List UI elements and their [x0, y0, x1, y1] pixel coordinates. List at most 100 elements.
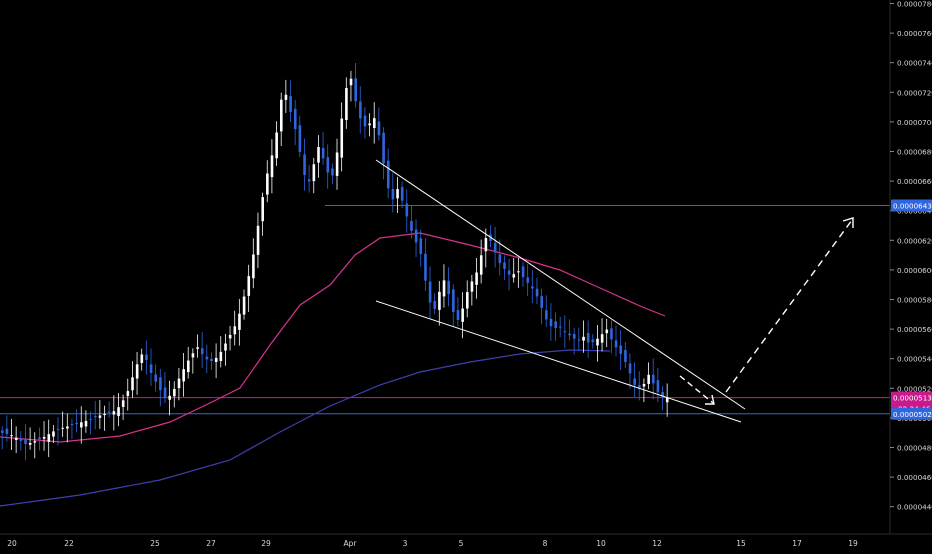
candle-down — [633, 378, 636, 385]
candle-up — [517, 271, 520, 273]
candle-up — [242, 296, 246, 315]
candle-down — [293, 108, 297, 130]
candle-up — [461, 308, 464, 322]
candle-up — [233, 326, 237, 335]
candle-up — [47, 434, 51, 442]
candle-down — [145, 354, 148, 361]
x-tick-label: 3 — [403, 539, 408, 548]
projection-arrowhead-up — [842, 217, 854, 228]
candle-up — [224, 343, 227, 351]
candle-up — [284, 94, 288, 100]
wedge-trend-lines — [375, 159, 746, 423]
candle-down — [531, 286, 534, 289]
price-axis[interactable]: 0.000044000.000046000.000048000.00005000… — [889, 0, 932, 534]
candle-up — [582, 336, 585, 341]
candle-down — [614, 340, 618, 348]
candle-up — [112, 411, 116, 415]
candle-down — [554, 321, 557, 328]
candle-up — [647, 374, 650, 384]
price-badge — [891, 391, 932, 404]
candle-down — [149, 364, 153, 373]
candle-up — [173, 388, 176, 397]
candle-down — [377, 121, 381, 136]
y-tick-label: 0.00004600 — [897, 473, 932, 482]
candle-down — [656, 380, 660, 393]
candle-down — [545, 310, 548, 320]
candle-up — [605, 329, 609, 334]
projection-arrows — [679, 217, 854, 405]
candle-down — [540, 296, 543, 308]
x-tick-label: 19 — [848, 539, 858, 548]
candle-down — [163, 387, 167, 399]
y-tick-label: 0.00007800 — [897, 0, 932, 9]
candle-up — [596, 338, 599, 346]
candle-up — [512, 274, 516, 278]
candle-up — [368, 123, 371, 126]
candle-up — [642, 383, 646, 387]
candle-down — [428, 281, 432, 303]
candle-down — [159, 377, 162, 391]
candle-down — [638, 385, 641, 390]
candle-up — [484, 238, 488, 252]
candle-down — [363, 115, 367, 127]
candle-down — [424, 253, 427, 281]
candle-up — [228, 334, 232, 339]
x-tick-label: 5 — [459, 539, 464, 548]
candle-up — [196, 347, 199, 349]
candle-down — [326, 157, 330, 173]
candle-down — [498, 254, 502, 264]
moving-average-fast — [0, 232, 666, 443]
candle-up — [317, 147, 320, 163]
x-tick-label: 10 — [596, 539, 606, 548]
moving-averages — [0, 232, 666, 507]
candle-up — [42, 436, 46, 439]
candle-up — [442, 280, 446, 297]
candle-down — [391, 189, 395, 200]
candle-up — [219, 351, 223, 362]
candle-up — [103, 413, 106, 416]
candle-down — [535, 288, 539, 297]
x-tick-label: 17 — [792, 539, 802, 548]
candle-up — [396, 189, 399, 199]
candle-up — [191, 353, 195, 358]
candle-up — [214, 357, 218, 362]
candle-up — [349, 78, 353, 86]
candle-up — [252, 254, 255, 279]
moving-average-slow — [0, 349, 611, 507]
candle-up — [182, 369, 185, 382]
y-tick-label: 0.00006800 — [897, 148, 932, 157]
candle-up — [345, 87, 348, 120]
candle-up — [665, 397, 669, 403]
y-tick-label: 0.00005400 — [897, 355, 932, 364]
candle-down — [503, 262, 506, 269]
candle-down — [559, 326, 562, 328]
candle-up — [340, 118, 344, 158]
y-tick-label: 0.00007600 — [897, 29, 932, 38]
y-tick-label: 0.00006000 — [897, 266, 932, 275]
candle-up — [80, 422, 83, 428]
candle-up — [117, 407, 120, 417]
y-tick-label: 0.00006200 — [897, 236, 932, 245]
y-tick-label: 0.00005200 — [897, 384, 932, 393]
candle-down — [359, 101, 362, 119]
candle-down — [307, 179, 311, 182]
candle-down — [386, 160, 390, 189]
candle-up — [66, 426, 69, 429]
time-axis[interactable]: 20 22 25 27 29 Apr 3 5 8 10 12 15 17 19 — [0, 533, 932, 548]
price-badge-label: 0.00005028 — [893, 410, 932, 419]
candle-down — [414, 229, 418, 243]
candle-up — [140, 354, 144, 363]
y-tick-label: 0.00007200 — [897, 88, 932, 97]
candle-down — [405, 203, 409, 217]
wedge-lower-line — [375, 300, 742, 423]
candle-down — [628, 363, 632, 374]
candle-down — [303, 154, 306, 175]
candle-down — [452, 289, 455, 312]
y-tick-label: 0.00007400 — [897, 59, 932, 68]
candle-up — [312, 164, 316, 182]
candle-down — [563, 331, 567, 333]
candle-down — [586, 333, 590, 343]
candle-up — [52, 431, 55, 437]
